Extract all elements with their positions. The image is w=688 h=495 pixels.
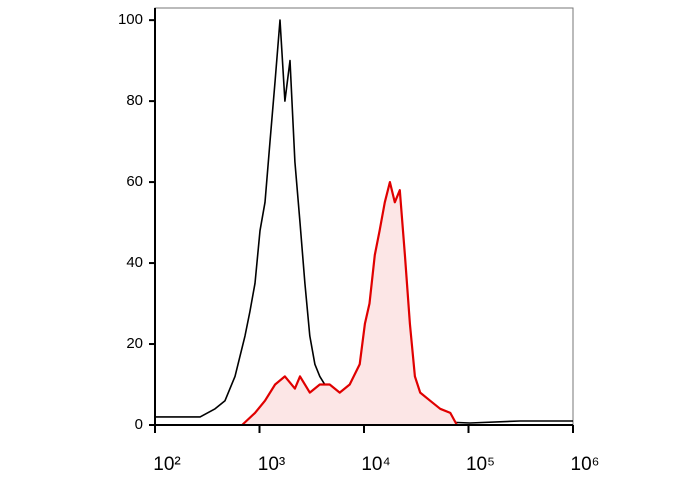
x-tick-label: 10⁴ bbox=[361, 454, 390, 475]
y-tick-label: 60 bbox=[126, 173, 143, 190]
x-tick-label: 10³ bbox=[258, 454, 285, 475]
area bbox=[242, 182, 457, 425]
line bbox=[241, 181, 458, 426]
y-tick-label: 40 bbox=[126, 254, 143, 271]
x-tick-label: 10⁶ bbox=[571, 454, 600, 475]
y-tick-label: 80 bbox=[126, 92, 143, 109]
y-tick-label: 100 bbox=[118, 11, 143, 28]
y-tick-label: 0 bbox=[135, 416, 143, 433]
x-tick-label: 10⁵ bbox=[466, 454, 495, 475]
x-tick-label: 10² bbox=[153, 454, 180, 475]
y-tick-label: 20 bbox=[126, 335, 143, 352]
